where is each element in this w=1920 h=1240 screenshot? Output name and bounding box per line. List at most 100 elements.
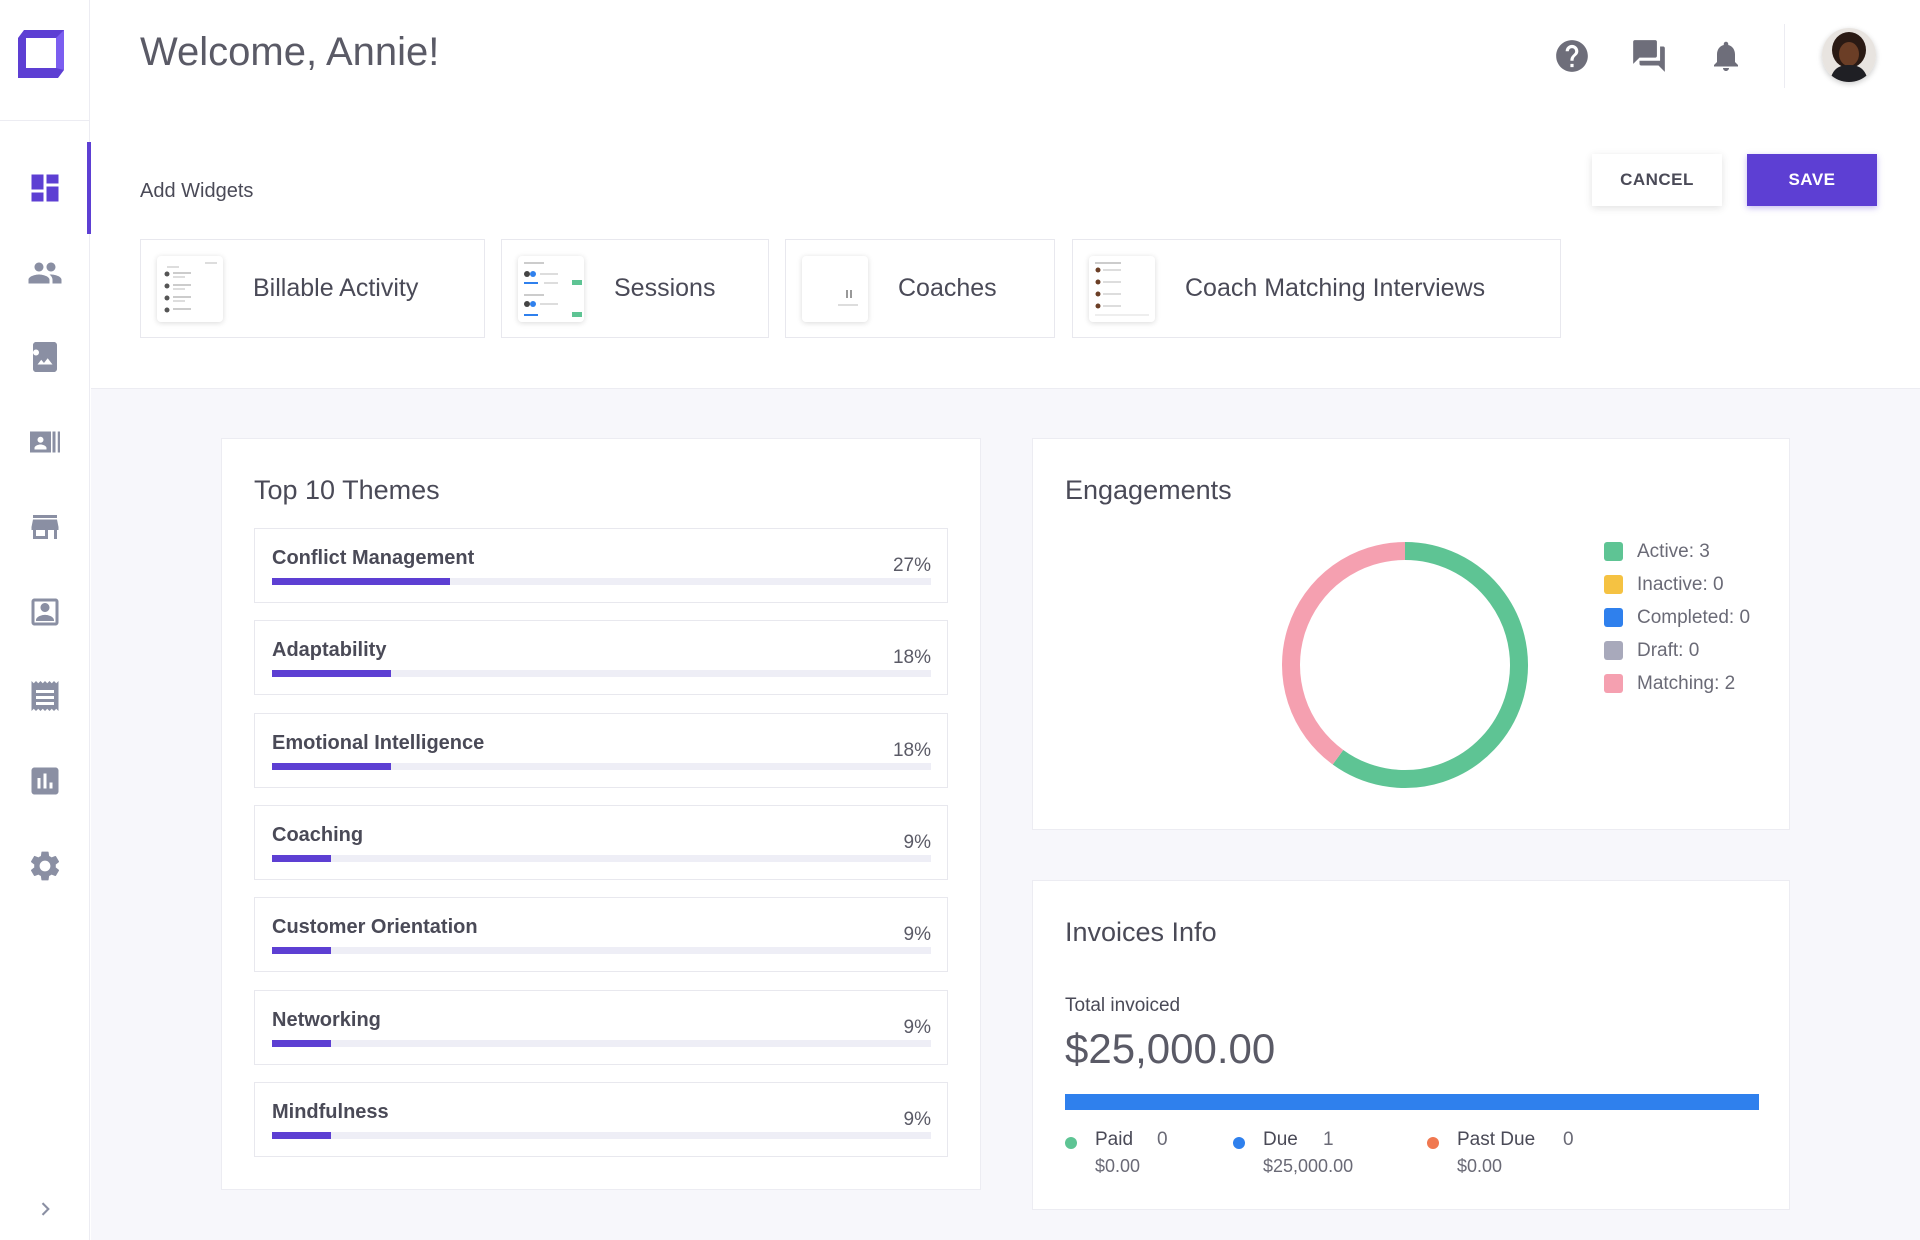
save-button[interactable]: SAVE <box>1747 154 1877 206</box>
stat-amount: $0.00 <box>1095 1156 1141 1176</box>
status-dot <box>1427 1137 1439 1149</box>
sidebar-item-settings[interactable] <box>0 836 90 896</box>
bell-icon <box>1714 41 1738 71</box>
stat-count: 0 <box>1563 1129 1574 1150</box>
theme-progress-track <box>272 762 931 770</box>
contact-list-icon <box>30 431 60 453</box>
chat-icon <box>1633 40 1665 72</box>
widget-label: Billable Activity <box>253 274 419 302</box>
theme-progress-track <box>272 854 931 862</box>
widget-label: Sessions <box>614 274 716 302</box>
sidebar-item-resources[interactable] <box>0 327 90 387</box>
theme-progress-fill <box>272 1131 332 1139</box>
panel-title: Engagements <box>1065 475 1232 505</box>
theme-row: Conflict Management 27% <box>254 528 948 603</box>
app-logo[interactable] <box>14 26 70 82</box>
stat-amount: $25,000.00 <box>1263 1156 1354 1176</box>
sidebar-item-people[interactable] <box>0 243 90 303</box>
theme-row: Networking 9% <box>254 989 948 1065</box>
notifications-button[interactable] <box>1704 34 1748 78</box>
widget-card-coach-matching-interviews[interactable]: Coach Matching Interviews <box>1072 239 1561 338</box>
legend-label: Matching: 2 <box>1637 672 1736 694</box>
theme-progress-fill <box>272 947 332 955</box>
top-themes-panel: Top 10 Themes Conflict Management 27% Adap… <box>221 438 981 1190</box>
engagements-panel: Engagements Active: 3 Inactive: 0 Complete… <box>1032 438 1790 830</box>
theme-row: Emotional Intelligence 18% <box>254 712 948 788</box>
theme-row: Customer Orientation 9% <box>254 897 948 973</box>
widget-thumbnail <box>1089 255 1155 322</box>
widget-card-sessions[interactable]: Sessions <box>501 239 769 338</box>
theme-progress-fill <box>272 762 391 770</box>
receipt-icon <box>31 681 59 711</box>
add-widgets-label: Add Widgets <box>140 180 254 202</box>
theme-percent: 18% <box>892 739 931 761</box>
stat-amount: $0.00 <box>1457 1156 1503 1176</box>
legend-item: Matching: 2 <box>1604 667 1750 700</box>
legend-swatch <box>1604 542 1623 561</box>
engagements-donut-chart <box>1282 542 1528 788</box>
theme-name: Emotional Intelligence <box>272 731 485 754</box>
theme-row: Adaptability 18% <box>254 620 948 696</box>
theme-progress-track <box>272 670 931 678</box>
widget-card-coaches[interactable]: Coaches <box>785 239 1055 338</box>
legend-label: Draft: 0 <box>1637 639 1700 661</box>
theme-progress-track <box>272 1039 931 1047</box>
widget-thumbnail <box>802 255 868 322</box>
sidebar-item-store[interactable] <box>0 497 90 557</box>
dashboard-icon <box>31 174 59 202</box>
chevron-right-icon <box>41 1202 50 1216</box>
legend-item: Completed: 0 <box>1604 601 1750 634</box>
theme-progress-track <box>272 947 931 955</box>
panel-title: Top 10 Themes <box>254 475 440 505</box>
legend-item: Inactive: 0 <box>1604 568 1750 601</box>
theme-percent: 9% <box>903 831 931 853</box>
help-icon <box>1556 40 1588 72</box>
messages-button[interactable] <box>1627 34 1671 78</box>
theme-name: Conflict Management <box>272 547 475 569</box>
sidebar-item-contacts[interactable] <box>0 412 90 472</box>
stat-name: Paid <box>1095 1129 1134 1150</box>
image-book-icon <box>33 342 57 372</box>
sidebar-item-dashboard[interactable] <box>0 142 91 234</box>
widget-card-billable-activity[interactable]: Billable Activity <box>140 239 485 338</box>
legend-label: Completed: 0 <box>1637 606 1751 628</box>
stat-name: Due <box>1263 1129 1298 1150</box>
user-avatar[interactable] <box>1822 28 1876 82</box>
sidebar-divider <box>0 120 90 121</box>
sidebar <box>0 0 91 1240</box>
engagements-legend: Active: 3 Inactive: 0 Completed: 0 Draft: 0… <box>1604 535 1750 700</box>
theme-name: Networking <box>272 1008 381 1031</box>
sidebar-item-invoices[interactable] <box>0 666 90 726</box>
theme-percent: 27% <box>892 555 931 576</box>
legend-item: Active: 3 <box>1604 535 1750 568</box>
widget-thumbnail <box>157 255 223 322</box>
donut-slice-active <box>1332 542 1528 788</box>
cancel-button[interactable]: CANCEL <box>1592 154 1722 206</box>
theme-percent: 18% <box>892 647 931 669</box>
people-icon <box>28 262 62 284</box>
sidebar-item-profiles[interactable] <box>0 582 90 642</box>
sidebar-item-reports[interactable] <box>0 751 90 811</box>
legend-label: Inactive: 0 <box>1637 573 1724 595</box>
theme-percent: 9% <box>903 1016 931 1038</box>
invoices-panel: Invoices Info Total invoiced $25,000.00 … <box>1032 880 1790 1210</box>
total-invoiced-label: Total invoiced <box>1065 995 1181 1016</box>
theme-progress-fill <box>272 578 450 585</box>
status-dot <box>1233 1137 1245 1149</box>
total-invoiced-value: $25,000.00 <box>1065 1025 1276 1072</box>
stat-count: 1 <box>1323 1129 1334 1150</box>
legend-swatch <box>1604 674 1623 693</box>
theme-progress-fill <box>272 1039 332 1047</box>
legend-swatch <box>1604 575 1623 594</box>
legend-swatch <box>1604 641 1623 660</box>
gear-icon <box>30 851 60 881</box>
page-title: Welcome, Annie! <box>140 30 440 74</box>
widget-label: Coach Matching Interviews <box>1185 274 1486 302</box>
store-icon <box>31 515 59 539</box>
theme-progress-track <box>272 1131 931 1139</box>
help-button[interactable] <box>1550 34 1594 78</box>
theme-progress-fill <box>272 670 391 678</box>
contact-card-icon <box>31 598 59 626</box>
status-dot <box>1065 1137 1077 1149</box>
sidebar-expand-button[interactable] <box>30 1194 60 1224</box>
